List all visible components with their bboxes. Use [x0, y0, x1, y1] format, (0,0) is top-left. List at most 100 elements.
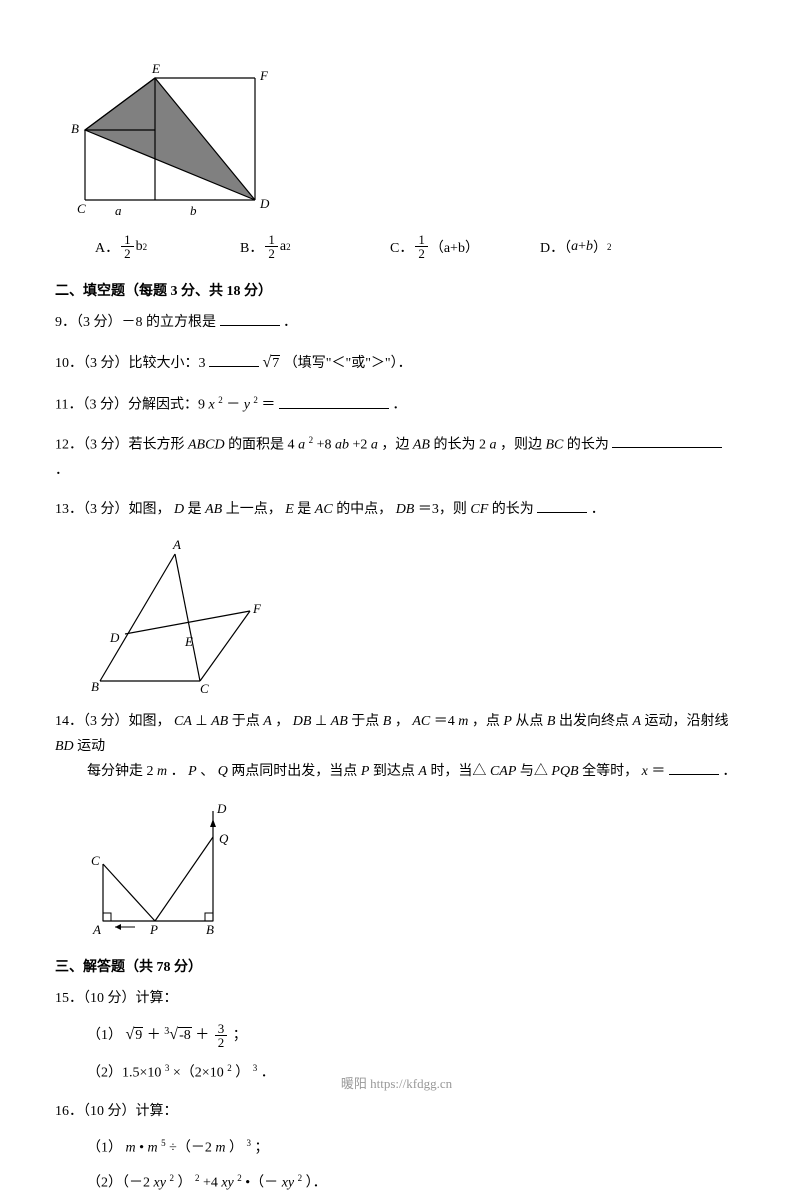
q12-t4: +2: [352, 437, 367, 452]
option-d-close: ）: [593, 237, 607, 257]
q9-suffix: ．: [283, 315, 297, 330]
q12-ab: ab: [335, 437, 349, 452]
q12-suffix: ．: [55, 463, 69, 478]
q10-blank: [209, 353, 259, 367]
q14-p3: P: [361, 764, 370, 779]
q14-t19: ＝: [651, 764, 665, 779]
q16-s1-prefix: （1）: [87, 1140, 122, 1155]
q14-l2-1: 每分钟走 2: [87, 764, 154, 779]
svg-text:E: E: [151, 61, 160, 76]
q16-s1-div: ÷（－2: [169, 1140, 212, 1155]
q14-db: DB: [293, 714, 312, 729]
option-b: B． 1 2 a 2: [240, 233, 390, 260]
q12: 12．（3 分）若长方形 ABCD 的面积是 4 a 2 +8 ab +2 a …: [55, 432, 738, 483]
q14-t16: 时，当△: [430, 764, 486, 779]
option-a-frac: 1 2: [121, 233, 134, 260]
q14-t5: ，: [395, 714, 409, 729]
q14-a3: A: [418, 764, 427, 779]
q16-header: 16．（10 分）计算：: [55, 1104, 178, 1119]
section2-header: 二、填空题（每题 3 分、共 18 分）: [55, 280, 738, 300]
svg-text:D: D: [259, 196, 270, 211]
q14-svg: D Q C A P B: [85, 799, 245, 939]
q13-d: D: [174, 502, 184, 517]
option-a-exp: 2: [143, 242, 148, 252]
q14-bd: BD: [55, 739, 74, 754]
q12-abcd: ABCD: [188, 437, 225, 452]
q14-m1: m: [458, 714, 468, 729]
option-b-prefix: B．: [240, 237, 263, 257]
option-a-prefix: A．: [95, 237, 119, 257]
q11-y: y: [244, 398, 250, 413]
option-c: C． 1 2 （a+b）: [390, 233, 540, 260]
q16-s2-plus: +4: [203, 1176, 218, 1191]
q9: 9．（3 分）－8 的立方根是 ．: [55, 310, 738, 335]
option-c-prefix: C．: [390, 237, 413, 257]
q14-perp2: ⊥: [315, 714, 327, 729]
q11: 11．（3 分）分解因式：9 x 2 － y 2 ＝ ．: [55, 392, 738, 418]
q11-minus: －: [226, 398, 240, 413]
q11-suffix: ．: [392, 398, 406, 413]
q14-perp1: ⊥: [195, 714, 207, 729]
q14-ab1: AB: [211, 714, 228, 729]
q16-s2-close2: ）．: [306, 1176, 327, 1191]
q11-exp2: 2: [253, 395, 258, 405]
q12-a1: a: [298, 437, 305, 452]
svg-text:C: C: [91, 853, 100, 868]
svg-text:B: B: [71, 121, 79, 136]
q16-s2-close1: ）: [177, 1176, 191, 1191]
q16-s2-prefix: （2）（－2: [87, 1176, 150, 1191]
q14-t2: 于点: [232, 714, 264, 729]
q13-suffix: ．: [591, 502, 605, 517]
q16-s1-e1: 5: [161, 1138, 166, 1148]
q15-sub1: （1） √9 ＋ 3√-8 ＋ 3 2 ；: [87, 1021, 738, 1050]
option-a: A． 1 2 b 2: [95, 233, 240, 260]
option-d-b: b: [586, 239, 593, 255]
option-d-exp: 2: [607, 242, 612, 252]
q15-s1-frac: 3 2: [215, 1022, 228, 1049]
q14-suffix: ．: [722, 764, 736, 779]
option-d: D．（ a + b ） 2: [540, 237, 612, 257]
q14-t14: 两点同时出发，当点: [231, 764, 361, 779]
svg-text:F: F: [259, 68, 269, 83]
q13-ac: AC: [315, 502, 333, 517]
q16-s2-e3: 2: [237, 1173, 242, 1183]
q12-bc: BC: [545, 437, 563, 452]
q15-s2-e3: 3: [253, 1063, 258, 1073]
q13-t7: 的长为: [492, 502, 534, 517]
svg-text:B: B: [206, 922, 214, 937]
svg-text:a: a: [115, 203, 122, 218]
q13-db: DB: [396, 502, 415, 517]
q10-prefix: 10．（3 分）比较大小：3: [55, 356, 206, 371]
q13-t6: ＝3，则: [418, 502, 471, 517]
q14-cap: CAP: [490, 764, 516, 779]
q16-s1-dot: •: [139, 1140, 144, 1155]
q15-s1-plus1: ＋: [147, 1028, 161, 1043]
q16: 16．（10 分）计算： （1） m • m 5 ÷（－2 m ） 3 ； （2…: [55, 1099, 738, 1196]
q15: 15．（10 分）计算： （1） √9 ＋ 3√-8 ＋ 3 2 ； （2）1.…: [55, 986, 738, 1086]
svg-text:C: C: [77, 201, 86, 216]
q10-suffix: （填写"＜"或"＞"）．: [284, 356, 412, 371]
q16-s2-xy3: xy: [282, 1176, 294, 1191]
q16-s1-close: ）: [229, 1140, 243, 1155]
q12-t1: 12．（3 分）若长方形: [55, 437, 188, 452]
option-b-exp: 2: [286, 242, 291, 252]
q14-l1-1: 14．（3 分）如图，: [55, 714, 171, 729]
q15-s2-e2: 2: [227, 1063, 232, 1073]
q15-s1-plus2: ＋: [195, 1028, 209, 1043]
q14-diagram: D Q C A P B: [85, 799, 738, 944]
q15-s2-e1: 3: [165, 1063, 170, 1073]
q14-t11: 运动: [77, 739, 105, 754]
footer: 暖阳 https://kfdgg.cn: [0, 1073, 793, 1092]
q13-svg: A F D E B C: [85, 536, 265, 696]
q12-a3: a: [489, 437, 496, 452]
q14-b2: B: [547, 714, 556, 729]
q9-blank: [220, 312, 280, 326]
q13-t1: 13．（3 分）如图，: [55, 502, 171, 517]
q12-a2: a: [371, 437, 378, 452]
q14-t17: 与△: [520, 764, 548, 779]
q14-t12: ．: [171, 764, 185, 779]
q12-t7: ，则边: [500, 437, 546, 452]
q12-t5: ，边: [381, 437, 413, 452]
svg-text:B: B: [91, 679, 99, 694]
q12-blank: [612, 434, 722, 448]
